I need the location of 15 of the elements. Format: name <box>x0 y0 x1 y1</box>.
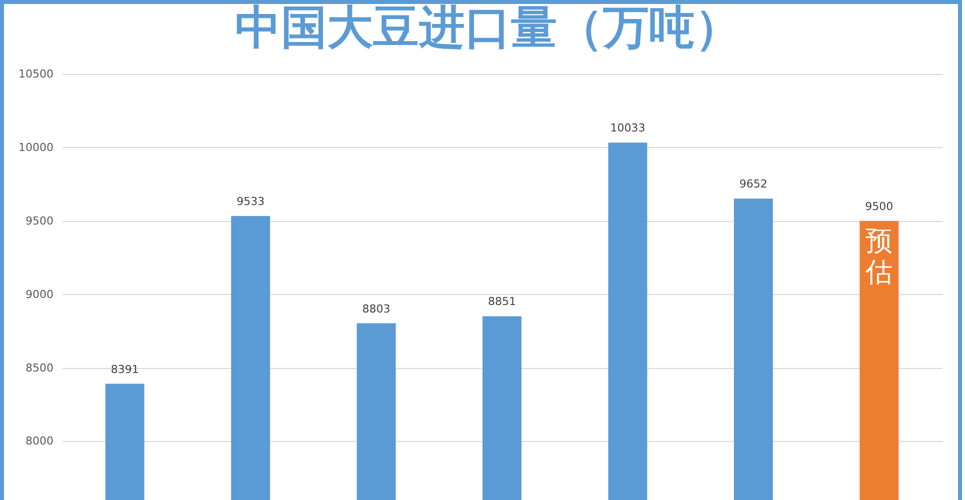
data-label: 9500 <box>865 200 894 213</box>
data-label: 10033 <box>610 122 646 135</box>
y-tick-label: 9500 <box>26 214 54 228</box>
y-tick-label: 9000 <box>26 288 54 301</box>
data-label: 8851 <box>488 295 516 308</box>
chart-title: 中国大豆进口量（万吨） <box>235 0 741 54</box>
data-label: 8391 <box>110 362 139 376</box>
data-label: 8803 <box>362 302 390 316</box>
annotation: 预估 <box>864 226 893 288</box>
data-label: 9533 <box>236 195 265 208</box>
data-label: 9652 <box>739 178 768 191</box>
y-tick-label: 10000 <box>18 140 54 154</box>
y-tick-label: 10500 <box>18 68 54 80</box>
y-tick-label: 8000 <box>26 434 54 448</box>
y-tick-label: 8500 <box>26 361 54 374</box>
